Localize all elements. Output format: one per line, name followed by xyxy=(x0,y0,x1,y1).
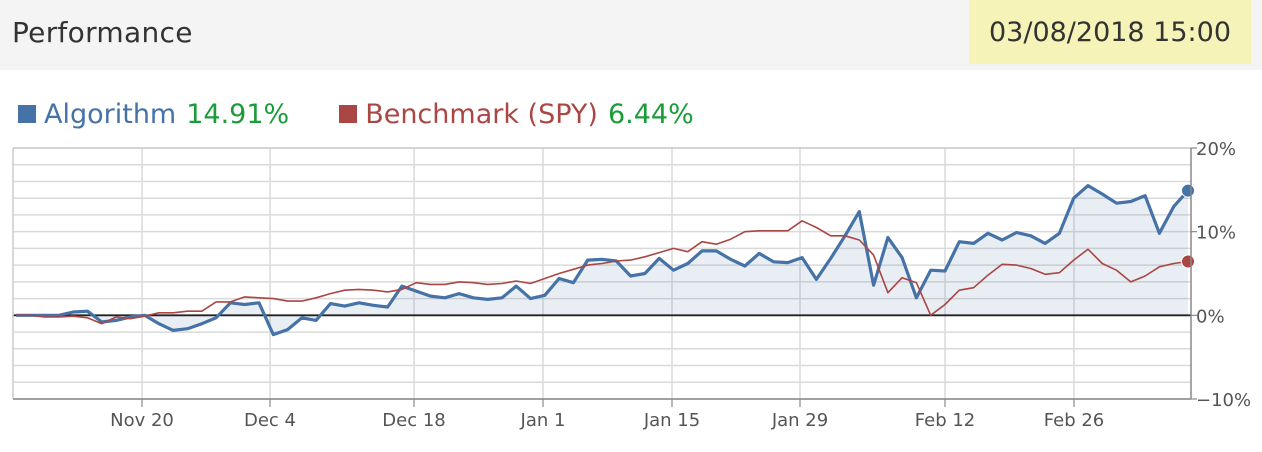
x-tick-label: Jan 1 xyxy=(520,410,566,431)
page-title: Performance xyxy=(12,16,193,49)
series-line-benchmark-spy xyxy=(16,220,1189,325)
x-tick-label: Nov 20 xyxy=(110,410,174,431)
x-tick-label: Dec 4 xyxy=(244,410,296,431)
x-tick-label: Feb 26 xyxy=(1044,410,1105,431)
legend-swatch-algorithm xyxy=(18,105,36,123)
chart-legend: Algorithm 14.91% Benchmark (SPY) 6.44% xyxy=(18,96,744,132)
header-bar: Performance 03/08/2018 15:00 xyxy=(0,0,1262,70)
performance-chart: −10% 0% 10% 20% Nov 20 Dec 4 Dec 18 Jan 1 Jan 15… xyxy=(12,140,1251,431)
y-tick-label: 0% xyxy=(1196,306,1225,327)
y-tick-label: −10% xyxy=(1196,390,1251,411)
series-end-marker-benchmark-spy xyxy=(1181,254,1195,269)
frame-layer xyxy=(12,147,1197,407)
timestamp-badge: 03/08/2018 15:00 xyxy=(969,0,1251,64)
legend-swatch-benchmark xyxy=(339,105,358,123)
x-tick-label: Feb 12 xyxy=(915,410,976,431)
grid-layer xyxy=(13,147,1191,400)
x-tick-label: Jan 15 xyxy=(643,410,700,431)
axis-labels-layer: −10% 0% 10% 20% Nov 20 Dec 4 Dec 18 Jan 1 Jan 15… xyxy=(110,140,1251,431)
series-line-algorithm xyxy=(16,184,1190,337)
legend-value-algorithm: 14.91% xyxy=(186,98,290,130)
legend-label-benchmark: Benchmark (SPY) xyxy=(365,98,598,130)
y-tick-label: 10% xyxy=(1196,223,1236,244)
y-tick-label: 20% xyxy=(1196,140,1236,160)
legend-item-benchmark[interactable]: Benchmark (SPY) 6.44% xyxy=(339,99,694,130)
x-tick-label: Jan 29 xyxy=(771,410,828,431)
x-tick-label: Dec 18 xyxy=(382,410,445,431)
legend-value-benchmark: 6.44% xyxy=(607,98,694,130)
series-end-marker-algorithm xyxy=(1181,183,1195,198)
legend-item-algorithm[interactable]: Algorithm 14.91% xyxy=(18,99,289,130)
legend-label-algorithm: Algorithm xyxy=(44,98,177,130)
